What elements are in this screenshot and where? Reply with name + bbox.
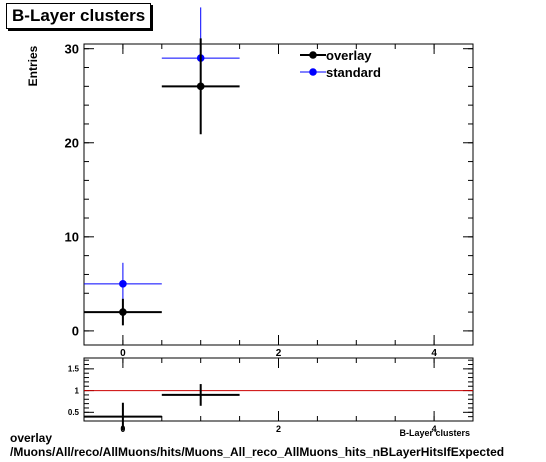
overlay-series-point	[119, 308, 127, 316]
main-x-tick-label: 2	[276, 348, 282, 359]
x-axis-label: B-Layer clusters	[399, 428, 470, 438]
legend-label: standard	[326, 65, 381, 80]
main-y-tick-label: 30	[65, 41, 79, 56]
main-plot: 0 10 20 30 0 2 4 Entries B-Layer clusters overlay…	[26, 7, 474, 438]
ratio-x-tick-label: 2	[276, 424, 281, 434]
ratio-y-tick-label: 1	[75, 386, 80, 395]
legend-marker	[309, 51, 317, 59]
ratio-x-tick-label: 4	[432, 424, 437, 434]
footer-line-1: overlay	[10, 431, 53, 445]
footer-caption: overlay /Muons/All/reco/AllMuons/hits/Mu…	[10, 431, 504, 459]
legend: overlay standard	[300, 48, 381, 80]
legend-marker	[309, 68, 317, 76]
main-y-tick-label: 10	[65, 229, 79, 244]
ratio-y-tick-label: 0.5	[68, 408, 80, 417]
main-frame	[83, 43, 474, 346]
main-y-tick-label: 0	[72, 323, 79, 338]
chart-title: B-Layer clusters	[6, 3, 152, 29]
overlay-series-point	[196, 82, 205, 91]
legend-label: overlay	[326, 48, 372, 63]
main-x-tick-label: 0	[120, 348, 126, 359]
main-y-tick-label: 20	[65, 135, 79, 150]
footer-line-2: /Muons/All/reco/AllMuons/hits/Muons_All_…	[10, 445, 505, 459]
main-x-tick-label: 4	[431, 348, 437, 359]
y-axis-label: Entries	[26, 45, 40, 86]
standard-series-point	[119, 280, 127, 288]
ratio-y-tick-label: 1.5	[68, 365, 80, 374]
ratio-plot: 0.511.5024	[68, 357, 474, 434]
